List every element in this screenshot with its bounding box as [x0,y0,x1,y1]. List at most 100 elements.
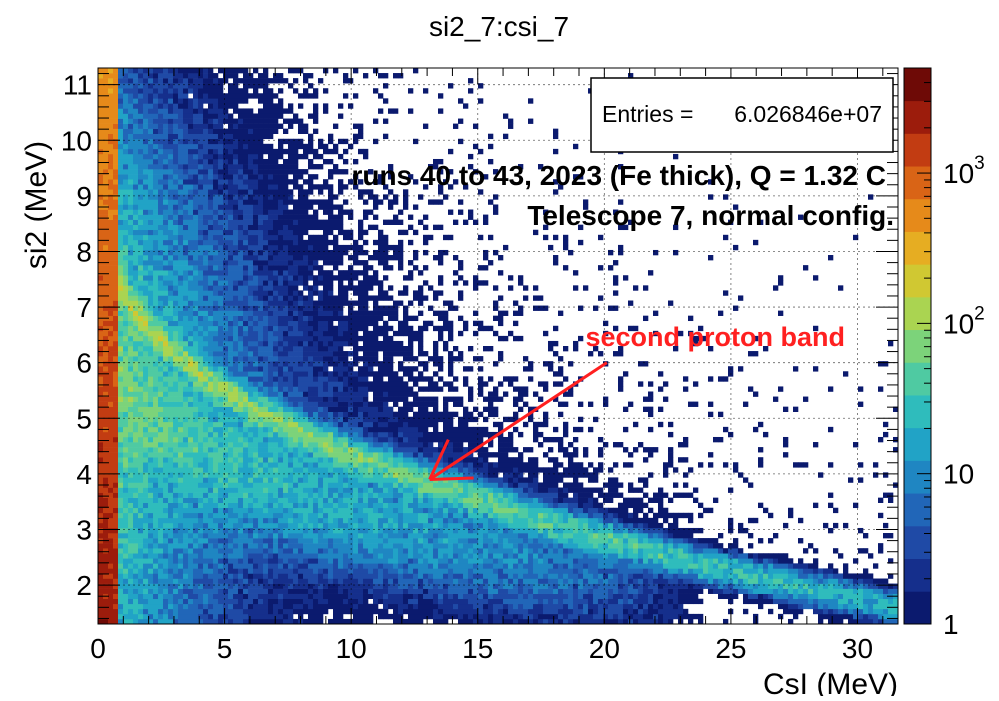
heatmap-cell [98,280,104,286]
heatmap-cell [188,340,194,347]
heatmap-cell [208,573,214,579]
heatmap-cell [193,406,199,412]
heatmap-cell [183,578,189,584]
heatmap-cell [168,613,174,620]
heatmap-cell [308,113,314,119]
heatmap-cell [153,199,159,205]
heatmap-cell [203,275,209,281]
heatmap-cell [143,361,149,367]
heatmap-cell [238,234,244,241]
heatmap-cell [178,305,184,311]
heatmap-cell [153,239,159,246]
heatmap-cell [168,492,174,498]
heatmap-cell [178,103,184,109]
heatmap-cell [278,300,284,306]
heatmap-cell [298,143,304,150]
heatmap-cell [223,381,229,387]
heatmap-cell [118,603,124,610]
heatmap-cell [123,492,129,498]
heatmap-cell [263,517,269,524]
heatmap-cell [208,128,214,134]
heatmap-cell [308,143,314,150]
heatmap-cell [133,436,139,443]
heatmap-cell [268,356,274,362]
heatmap-cell [308,300,314,306]
heatmap-cell [248,502,254,509]
heatmap-cell [263,83,269,89]
heatmap-cell [278,396,284,402]
heatmap-cell [273,275,279,281]
heatmap-cell [173,573,179,579]
heatmap-cell [243,255,249,261]
heatmap-cell [193,583,199,589]
heatmap-cell [188,244,194,251]
heatmap-cell [203,517,209,524]
heatmap-cell [208,265,214,271]
heatmap-cell [163,320,169,327]
heatmap-cell [108,285,114,291]
heatmap-cell [233,406,239,412]
heatmap-cell [138,573,144,579]
heatmap-cell [308,598,314,605]
heatmap-cell [258,194,264,200]
heatmap-cell [263,194,269,200]
heatmap-cell [288,320,294,327]
heatmap-cell [308,366,314,372]
heatmap-cell [198,598,204,605]
heatmap-cell [173,593,179,600]
heatmap-cell [283,330,289,337]
heatmap-cell [263,184,269,190]
heatmap-cell [193,588,199,594]
heatmap-cell [203,128,209,134]
heatmap-cell [128,325,134,332]
heatmap-cell [263,290,269,296]
heatmap-cell [163,224,169,231]
heatmap-cell [208,558,214,564]
heatmap-cell [103,68,109,74]
heatmap-cell [213,436,219,443]
heatmap-cell [168,487,174,493]
heatmap-cell [268,522,274,529]
heatmap-cell [283,214,289,220]
heatmap-cell [113,128,119,134]
heatmap-cell [203,457,209,463]
heatmap-cell [113,533,119,539]
heatmap-cell [123,143,129,150]
heatmap-cell [283,189,289,195]
heatmap-cell [288,169,294,175]
heatmap-cell [178,573,184,579]
heatmap-cell [143,199,149,205]
heatmap-cell [258,330,264,337]
heatmap-cell [123,431,129,438]
heatmap-cell [308,83,314,89]
heatmap-cell [238,467,244,473]
heatmap-cell [163,98,169,104]
heatmap-cell [198,426,204,433]
heatmap-cell [133,265,139,271]
heatmap-cell [138,487,144,493]
heatmap-cell [168,512,174,519]
heatmap-cell [228,507,234,514]
heatmap-cell [233,376,239,382]
heatmap-cell [123,128,129,134]
heatmap-cell [123,68,129,74]
heatmap-cell [158,244,164,251]
heatmap-cell [158,275,164,281]
heatmap-cell [163,386,169,392]
heatmap-cell [233,184,239,190]
heatmap-cell [263,103,269,109]
heatmap-cell [308,265,314,271]
heatmap-cell [328,507,334,514]
heatmap-cell [153,522,159,529]
heatmap-cell [323,452,329,458]
heatmap-cell [228,558,234,564]
heatmap-cell [113,411,119,418]
heatmap-cell [203,330,209,337]
heatmap-cell [198,517,204,524]
heatmap-cell [258,83,264,89]
heatmap-cell [303,517,309,524]
heatmap-cell [213,522,219,529]
heatmap-cell [258,492,264,498]
heatmap-cell [278,563,284,569]
heatmap-cell [258,209,264,215]
